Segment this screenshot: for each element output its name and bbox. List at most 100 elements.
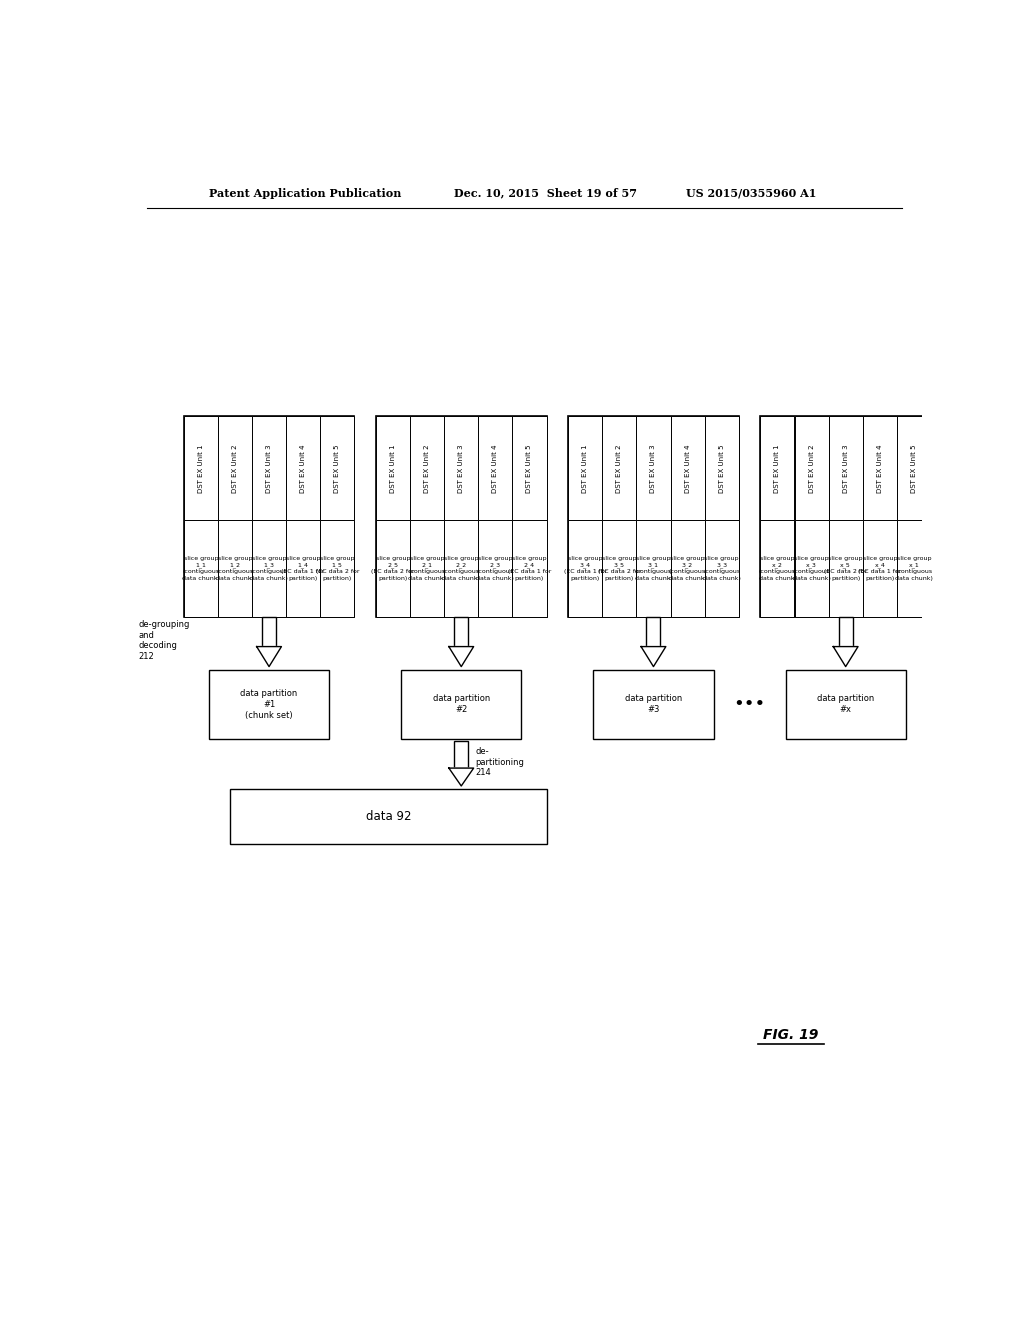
Bar [455,616,468,647]
Text: DST EX Unit 5: DST EX Unit 5 [911,444,916,492]
Bar [252,520,286,616]
Text: slice group
x_3
(contiguous
data chunk): slice group x_3 (contiguous data chunk) [793,556,830,581]
Text: slice group
x_4
(EC data 1 for
partition): slice group x_4 (EC data 1 for partition… [858,556,901,581]
Text: DST EX Unit 5: DST EX Unit 5 [719,444,725,492]
Bar [671,416,705,520]
Text: slice group
3_2
(contiguous
data chunk): slice group 3_2 (contiguous data chunk) [669,556,707,581]
Bar [862,416,897,520]
Bar [897,416,931,520]
Bar [839,616,853,647]
Text: DST EX Unit 5: DST EX Unit 5 [334,444,340,492]
Text: slice group
1_5
(EC data 2 for
partition): slice group 1_5 (EC data 2 for partition… [315,556,359,581]
Text: DST EX Unit 4: DST EX Unit 4 [877,444,883,492]
Bar [795,520,828,616]
Text: DST EX Unit 3: DST EX Unit 3 [843,444,849,492]
Text: DST EX Unit 2: DST EX Unit 2 [232,444,238,492]
Bar [410,520,444,616]
Bar [828,416,862,520]
Bar [636,416,671,520]
Bar [593,669,714,739]
Text: DST EX Unit 1: DST EX Unit 1 [774,444,780,492]
Text: de-
partitioning
214: de- partitioning 214 [475,747,524,777]
Bar [478,520,512,616]
Bar [444,520,478,616]
Text: slice group
x_5
(EC data 2 for
partition): slice group x_5 (EC data 2 for partition… [824,556,867,581]
Text: DST EX Unit 5: DST EX Unit 5 [526,444,532,492]
Bar [705,520,738,616]
Text: de-grouping
and
decoding
212: de-grouping and decoding 212 [138,620,189,660]
Bar [376,416,547,616]
Bar [321,520,354,616]
Bar [512,416,547,520]
Polygon shape [449,647,474,667]
Text: DST EX Unit 1: DST EX Unit 1 [390,444,396,492]
Text: DST EX Unit 3: DST EX Unit 3 [266,444,272,492]
Bar [478,416,512,520]
Text: •••: ••• [733,696,766,713]
Bar [862,520,897,616]
Text: slice group
1_4
(EC data 1 for
partition): slice group 1_4 (EC data 1 for partition… [282,556,325,581]
Bar [602,520,636,616]
Text: slice group
3_1
(contiguous
data chunk): slice group 3_1 (contiguous data chunk) [635,556,673,581]
Bar [512,520,547,616]
Text: US 2015/0355960 A1: US 2015/0355960 A1 [686,187,816,198]
Bar [252,416,286,520]
Bar [229,789,547,845]
Polygon shape [641,647,666,667]
Bar [761,520,795,616]
Text: slice group
3_3
(contiguous
data chunk): slice group 3_3 (contiguous data chunk) [702,556,740,581]
Polygon shape [834,647,858,667]
Text: data partition
#1
(chunk set): data partition #1 (chunk set) [241,689,298,719]
Text: DST EX Unit 3: DST EX Unit 3 [650,444,656,492]
Text: Patent Application Publication: Patent Application Publication [209,187,401,198]
Bar [183,416,218,520]
Text: DST EX Unit 1: DST EX Unit 1 [583,444,588,492]
Text: slice group
1_2
(contiguous
data chunk): slice group 1_2 (contiguous data chunk) [216,556,254,581]
Text: slice group
2_3
(contiguous
data chunk): slice group 2_3 (contiguous data chunk) [476,556,514,581]
Bar [183,520,218,616]
Text: slice group
2_4
(EC data 1 for
partition): slice group 2_4 (EC data 1 for partition… [508,556,551,581]
Bar [262,616,276,647]
Bar [321,416,354,520]
Bar [218,416,252,520]
Bar [183,416,354,616]
Text: DST EX Unit 4: DST EX Unit 4 [493,444,499,492]
Bar [286,520,321,616]
Bar [761,416,795,520]
Text: slice group
x_1
(contiguous
data chunk): slice group x_1 (contiguous data chunk) [895,556,933,581]
Text: DST EX Unit 2: DST EX Unit 2 [424,444,430,492]
Bar [761,416,931,616]
Text: slice group
x_2
(contiguous
data chunk): slice group x_2 (contiguous data chunk) [759,556,797,581]
Text: DST EX Unit 4: DST EX Unit 4 [300,444,306,492]
Polygon shape [257,647,282,667]
Bar [828,520,862,616]
Text: DST EX Unit 4: DST EX Unit 4 [685,444,690,492]
Bar [401,669,521,739]
Bar [602,416,636,520]
Bar [286,416,321,520]
Bar [636,520,671,616]
Bar [410,416,444,520]
Text: data partition
#2: data partition #2 [432,694,489,714]
Text: data 92: data 92 [366,810,412,824]
Bar [218,520,252,616]
Text: slice group
1_3
(contiguous
data chunk): slice group 1_3 (contiguous data chunk) [250,556,288,581]
Bar [568,416,738,616]
Bar [209,669,329,739]
Text: data partition
#3: data partition #3 [625,694,682,714]
Bar [897,520,931,616]
Bar [568,520,602,616]
Text: DST EX Unit 2: DST EX Unit 2 [616,444,623,492]
Bar [705,416,738,520]
Text: FIG. 19: FIG. 19 [763,1028,818,1041]
Text: DST EX Unit 3: DST EX Unit 3 [459,444,464,492]
Text: slice group
2_2
(contiguous
data chunk): slice group 2_2 (contiguous data chunk) [442,556,480,581]
Text: slice group
3_4
(EC data 1 for
partition): slice group 3_4 (EC data 1 for partition… [563,556,607,581]
Text: DST EX Unit 1: DST EX Unit 1 [198,444,204,492]
Bar [568,416,602,520]
Bar [376,520,410,616]
Text: Dec. 10, 2015  Sheet 19 of 57: Dec. 10, 2015 Sheet 19 of 57 [454,187,637,198]
Text: slice group
1_1
(contiguous
data chunk): slice group 1_1 (contiguous data chunk) [182,556,220,581]
Text: slice group
2_1
(contiguous
data chunk): slice group 2_1 (contiguous data chunk) [409,556,446,581]
Bar [671,520,705,616]
